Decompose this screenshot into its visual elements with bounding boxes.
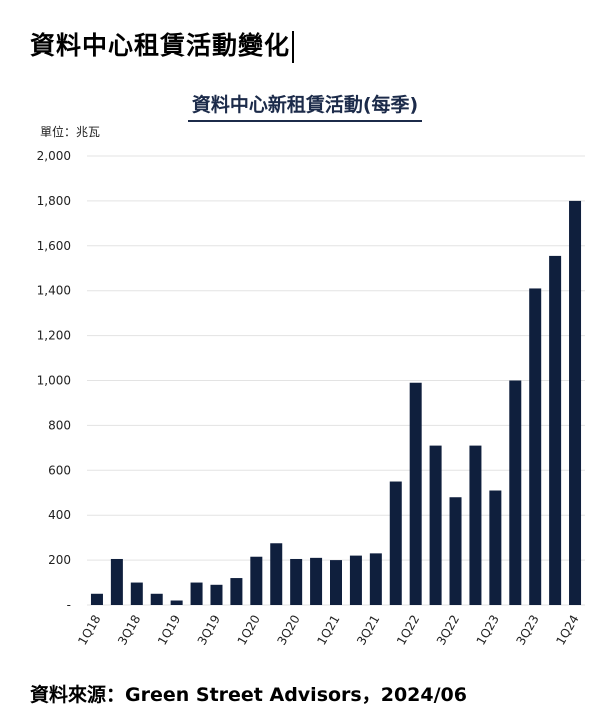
bar-2Q19 (190, 582, 203, 605)
bar-3Q23 (529, 288, 542, 605)
bar-3Q18 (130, 582, 143, 605)
y-tick-label: 1,400 (37, 284, 71, 298)
x-tick-label: 3Q22 (434, 613, 462, 648)
bar-1Q21 (330, 560, 342, 605)
x-tick-label: 3Q20 (274, 613, 302, 648)
bar-1Q22 (409, 382, 422, 605)
x-tick-label: 3Q18 (115, 613, 143, 648)
chart-title: 資料中心新租賃活動(每季) (0, 90, 610, 122)
y-tick-label: 400 (48, 508, 71, 522)
chart-title-text: 資料中心新租賃活動(每季) (187, 90, 423, 122)
bar-1Q24 (569, 200, 582, 605)
bar-4Q23 (549, 255, 562, 605)
bar-2Q21 (349, 555, 362, 605)
page-heading: 資料中心租賃活動變化 (30, 26, 295, 63)
bar-1Q19 (170, 600, 183, 605)
bar-chart: - 200 400 600 800 1,000 1,200 1,400 1,600 1,800 2,… (37, 149, 585, 648)
y-tick-label: 1,000 (37, 374, 71, 388)
bar-3Q20 (290, 558, 303, 605)
source-note: 資料來源：Green Street Advisors，2024/06 (30, 684, 467, 706)
bar-4Q19 (230, 578, 243, 605)
bar-3Q21 (369, 553, 382, 605)
y-tick-label: 200 (48, 553, 71, 567)
bar-4Q21 (389, 481, 402, 605)
x-tick-label: 3Q21 (354, 613, 382, 648)
bar-4Q22 (469, 445, 482, 605)
bar-4Q18 (150, 593, 163, 605)
bar-4Q20 (310, 557, 323, 605)
y-tick-label: 600 (48, 463, 71, 477)
x-tick-label: 1Q24 (553, 613, 581, 648)
bar-3Q22 (449, 497, 462, 605)
x-tick-label: 1Q20 (235, 613, 263, 648)
unit-label: 單位：兆瓦 (40, 125, 101, 139)
y-tick-label: 800 (48, 418, 71, 432)
bar-2Q18 (110, 558, 123, 605)
x-tick-label: 1Q19 (155, 613, 183, 648)
y-tick-label: 1,600 (37, 239, 71, 253)
page-heading-text: 資料中心租賃活動變化 (30, 31, 291, 60)
x-tick-label: 3Q23 (513, 613, 541, 648)
y-tick-label: 1,800 (37, 194, 71, 208)
bar-2Q23 (509, 380, 522, 605)
x-tick-label: 1Q18 (75, 613, 103, 648)
y-tick-label: 1,200 (37, 329, 71, 343)
text-cursor (292, 31, 295, 63)
x-tick-label: 1Q23 (474, 613, 502, 648)
y-tick-label: - (67, 598, 71, 612)
y-tick-label: 2,000 (37, 149, 71, 163)
bar-3Q19 (210, 584, 223, 605)
x-tick-label: 1Q22 (394, 613, 422, 648)
x-tick-label: 1Q21 (314, 613, 342, 648)
bar-2Q22 (429, 445, 442, 605)
bar-1Q23 (489, 490, 502, 605)
bar-1Q20 (250, 556, 263, 605)
bar-2Q20 (270, 543, 283, 605)
bar-1Q18 (90, 593, 103, 605)
x-tick-label: 3Q19 (195, 613, 223, 648)
